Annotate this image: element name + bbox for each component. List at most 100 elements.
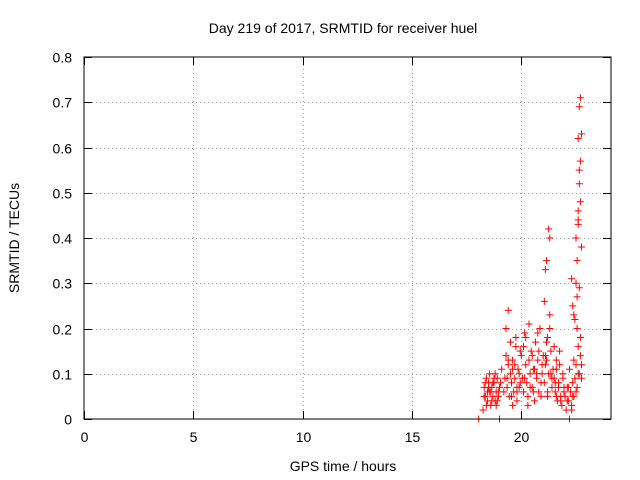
data-point xyxy=(568,275,576,283)
data-point xyxy=(575,166,583,174)
data-point xyxy=(560,388,568,396)
data-point xyxy=(574,207,582,215)
data-point xyxy=(500,388,508,396)
x-tick-label: 10 xyxy=(296,429,312,445)
data-point xyxy=(574,134,582,142)
data-point xyxy=(511,374,519,382)
data-point xyxy=(545,225,553,233)
data-point xyxy=(540,379,548,387)
data-point xyxy=(513,397,521,405)
data-point xyxy=(541,352,549,360)
data-point xyxy=(576,198,584,206)
y-tick-label: 0.1 xyxy=(53,367,73,383)
data-point xyxy=(520,388,528,396)
data-point xyxy=(487,388,495,396)
data-point xyxy=(503,383,511,391)
data-point xyxy=(575,103,583,111)
data-point xyxy=(541,361,549,369)
data-point xyxy=(529,388,537,396)
data-point xyxy=(534,356,542,364)
data-point xyxy=(548,374,556,382)
x-axis-label: GPS time / hours xyxy=(290,458,397,474)
data-point xyxy=(503,374,511,382)
data-point xyxy=(556,347,564,355)
y-tick-label: 0.3 xyxy=(53,276,73,292)
data-point xyxy=(506,338,514,346)
y-tick-label: 0.4 xyxy=(53,231,73,247)
data-point xyxy=(482,401,490,409)
data-point xyxy=(508,392,516,400)
data-point xyxy=(551,379,559,387)
data-points xyxy=(475,94,585,423)
data-point xyxy=(577,130,585,138)
data-point xyxy=(542,257,550,265)
data-point xyxy=(573,383,581,391)
data-point xyxy=(524,401,532,409)
data-point xyxy=(561,392,569,400)
x-tick-label: 5 xyxy=(190,429,198,445)
y-tick-label: 0 xyxy=(64,412,72,428)
data-point xyxy=(568,406,576,414)
data-point xyxy=(547,370,555,378)
y-tick-label: 0.7 xyxy=(53,95,73,111)
data-point xyxy=(479,406,487,414)
data-point xyxy=(508,379,516,387)
data-point xyxy=(577,243,585,251)
data-point xyxy=(546,234,554,242)
data-point xyxy=(548,383,556,391)
data-point xyxy=(504,356,512,364)
data-point xyxy=(530,397,538,405)
data-point xyxy=(571,315,579,323)
data-point xyxy=(504,306,512,314)
data-point xyxy=(547,347,555,355)
data-point xyxy=(574,343,582,351)
data-point xyxy=(497,379,505,387)
data-point xyxy=(522,361,530,369)
data-point xyxy=(556,361,564,369)
data-point xyxy=(573,325,581,332)
data-point xyxy=(515,370,523,378)
data-point xyxy=(574,370,582,378)
data-point xyxy=(523,379,531,387)
data-point xyxy=(546,311,554,319)
data-point xyxy=(526,383,534,391)
data-point xyxy=(544,388,552,396)
data-point xyxy=(564,383,572,391)
data-point xyxy=(480,392,488,400)
data-point xyxy=(490,374,498,382)
data-point xyxy=(482,374,490,382)
data-point xyxy=(537,392,545,400)
data-point xyxy=(563,397,571,405)
data-point xyxy=(544,334,552,342)
data-point xyxy=(558,401,566,409)
data-point xyxy=(552,356,560,364)
data-point xyxy=(502,352,510,360)
data-point xyxy=(502,325,510,332)
data-point xyxy=(570,356,578,364)
data-point xyxy=(575,284,583,292)
data-point xyxy=(575,180,583,188)
data-point xyxy=(495,383,503,391)
data-point xyxy=(569,302,577,310)
data-point xyxy=(530,365,538,373)
y-tick-label: 0.5 xyxy=(53,186,73,202)
data-point xyxy=(527,347,535,355)
data-point xyxy=(517,352,525,360)
data-point xyxy=(573,293,581,301)
x-tick-label: 0 xyxy=(81,429,89,445)
y-axis-label: SRMTID / TECUs xyxy=(6,183,22,293)
data-point xyxy=(552,392,560,400)
y-tick-label: 0.2 xyxy=(53,322,73,338)
data-point xyxy=(574,216,582,224)
x-tick-label: 15 xyxy=(405,429,421,445)
y-tick-label: 0.6 xyxy=(53,141,73,157)
data-point xyxy=(520,343,528,351)
data-point xyxy=(570,311,578,319)
data-point xyxy=(576,94,584,102)
data-point xyxy=(546,325,554,332)
data-point xyxy=(509,365,517,373)
data-point xyxy=(541,266,549,274)
data-point xyxy=(491,370,499,378)
data-point xyxy=(576,334,584,342)
